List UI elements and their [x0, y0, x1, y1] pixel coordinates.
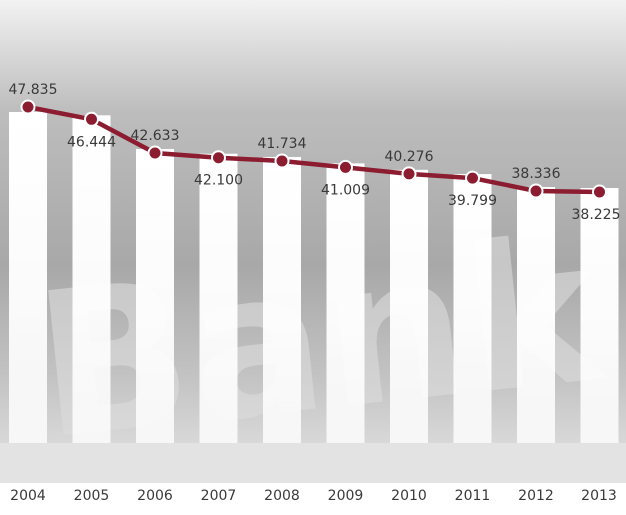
- data-point-2012: [528, 183, 544, 199]
- column-2006: [136, 149, 174, 443]
- data-point-2013: [592, 184, 607, 200]
- data-point-2010: [401, 166, 417, 182]
- series-line: [25, 104, 602, 195]
- column-2011: [453, 174, 492, 443]
- x-tick-2004: 2004: [10, 488, 46, 504]
- value-label-2006: 42.633: [131, 128, 180, 144]
- column-2010: [390, 169, 428, 443]
- column-2005: [72, 115, 111, 443]
- data-point-2004: [20, 99, 36, 115]
- column-2009: [326, 163, 365, 443]
- series-layer: [20, 99, 607, 200]
- column-2008: [263, 156, 301, 443]
- data-point-2008: [274, 153, 290, 169]
- data-point-2009: [338, 159, 353, 175]
- x-tick-2013: 2013: [581, 488, 617, 504]
- x-tick-2010: 2010: [391, 488, 427, 504]
- x-tick-2006: 2006: [137, 488, 173, 504]
- columns-layer: [9, 112, 619, 443]
- x-tick-2009: 2009: [328, 488, 364, 504]
- data-point-2011: [465, 170, 480, 186]
- value-label-2007: 42.100: [194, 173, 243, 189]
- x-tick-2008: 2008: [264, 488, 300, 504]
- value-label-2013: 38.225: [572, 207, 621, 223]
- data-point-2006: [147, 145, 163, 161]
- x-tick-2007: 2007: [201, 488, 237, 504]
- value-labels-layer: 47.835 46.444 42.633 42.100 41.734 41.009 40.2…: [9, 82, 621, 223]
- data-point-2005: [84, 111, 99, 127]
- data-point-2007: [211, 150, 226, 166]
- value-label-2005: 46.444: [67, 134, 116, 150]
- column-2013: [580, 188, 619, 443]
- value-label-2009: 41.009: [321, 182, 370, 198]
- x-tick-2011: 2011: [455, 488, 491, 504]
- column-2007: [199, 153, 238, 443]
- value-label-2008: 41.734: [258, 136, 307, 152]
- x-tick-2005: 2005: [74, 488, 110, 504]
- x-tick-2012: 2012: [518, 488, 554, 504]
- x-axis-ticks: 2004 2005 2006 2007 2008 2009 2010 2011 2012 2013: [10, 488, 617, 504]
- value-label-2012: 38.336: [512, 166, 561, 182]
- x-axis-label-band: [0, 483, 626, 515]
- column-2012: [517, 187, 555, 443]
- value-label-2011: 39.799: [448, 193, 497, 209]
- value-label-2004: 47.835: [9, 82, 58, 98]
- column-2004: [9, 112, 47, 443]
- value-label-2010: 40.276: [385, 149, 434, 165]
- x-axis-band: [0, 443, 626, 483]
